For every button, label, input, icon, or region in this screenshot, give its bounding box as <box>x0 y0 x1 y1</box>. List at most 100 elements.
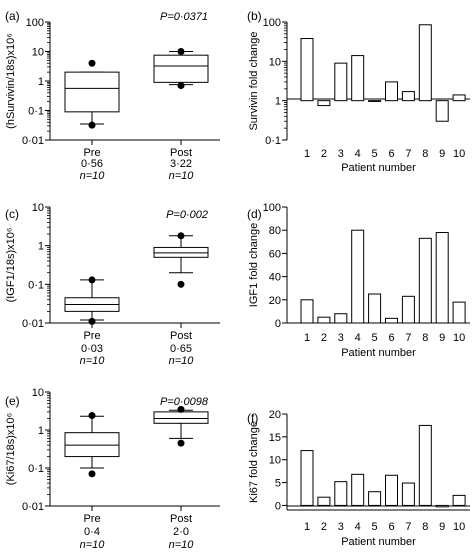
x-tick-label: 2 <box>321 332 327 344</box>
bar <box>418 424 432 506</box>
y-tick-label: 0·01 <box>22 318 44 330</box>
x-tick-label: 7 <box>405 332 411 344</box>
bar <box>401 295 415 324</box>
group-name: Post <box>170 147 192 159</box>
bar <box>317 100 331 107</box>
x-tick-label: 4 <box>355 332 361 344</box>
group-n: n=10 <box>80 539 106 551</box>
panel-label: (d) <box>247 207 262 221</box>
x-tick-label: 1 <box>304 521 310 533</box>
x-tick-label: 10 <box>453 148 465 160</box>
group-name: Pre <box>83 513 100 525</box>
bar <box>317 316 331 324</box>
group-name: Pre <box>83 147 100 159</box>
group-n: n=10 <box>80 170 106 182</box>
group-n: n=10 <box>169 539 195 551</box>
group-median: 0·65 <box>170 343 192 355</box>
y-tick-label: 10 <box>269 455 281 467</box>
box <box>153 411 209 424</box>
x-tick-label: 10 <box>453 332 465 344</box>
bar <box>418 24 432 102</box>
y-tick-label: 0 <box>275 500 281 512</box>
box <box>64 432 120 458</box>
y-tick-label: 60 <box>269 248 281 260</box>
group-median: 2·0 <box>173 526 189 538</box>
y-axis-title: Ki67 fold change <box>248 421 260 503</box>
bar <box>368 491 382 506</box>
y-tick-label: 0·1 <box>28 279 44 291</box>
group-n: n=10 <box>80 355 106 367</box>
bar <box>351 55 365 102</box>
x-tick-label: 2 <box>321 521 327 533</box>
p-value: P=0·0098 <box>160 396 209 408</box>
bar <box>368 293 382 324</box>
outlier-point <box>88 59 96 67</box>
x-tick-label: 4 <box>355 148 361 160</box>
outlier-point <box>177 280 185 288</box>
y-tick-label: 10 <box>269 56 281 68</box>
bar <box>334 313 348 324</box>
y-tick-label: 5 <box>275 478 281 490</box>
y-axis-title: (hSurvivin/18s)x10⁶ <box>5 33 17 129</box>
box <box>153 246 209 258</box>
outlier-point <box>88 470 96 478</box>
x-tick-label: 7 <box>405 148 411 160</box>
x-tick-label: 1 <box>304 332 310 344</box>
bar <box>435 504 449 508</box>
outlier-point <box>88 121 96 129</box>
x-tick-label: 8 <box>422 521 428 533</box>
panel-label: (c) <box>5 207 19 221</box>
outlier-point <box>177 232 185 240</box>
outlier-point <box>177 48 185 55</box>
outlier-point <box>88 276 96 284</box>
bar <box>300 38 314 102</box>
bar <box>334 481 348 506</box>
y-tick-label: 1 <box>275 96 281 108</box>
y-tick-label: 0·1 <box>28 463 44 475</box>
panel-label: (e) <box>5 394 20 408</box>
outlier-point <box>177 82 185 90</box>
bar <box>435 232 449 324</box>
x-tick-label: 6 <box>388 332 394 344</box>
y-axis-title: Survivin fold change <box>248 31 260 130</box>
x-axis-title: Patient number <box>341 536 416 548</box>
outlier-point <box>177 439 185 447</box>
x-tick-label: 4 <box>355 521 361 533</box>
y-tick-label: 100 <box>263 17 281 29</box>
y-tick-label: 0·1 <box>28 106 44 118</box>
outlier-point <box>88 412 96 420</box>
x-tick-label: 5 <box>372 332 378 344</box>
x-axis-title: Patient number <box>341 347 416 359</box>
x-tick-label: 3 <box>338 521 344 533</box>
x-tick-label: 9 <box>439 521 445 533</box>
bar <box>334 62 348 102</box>
box <box>153 54 209 83</box>
panel-label: (f) <box>247 411 258 425</box>
group-name: Post <box>170 513 192 525</box>
group-n: n=10 <box>169 170 195 182</box>
x-tick-label: 1 <box>304 148 310 160</box>
bar <box>452 494 466 506</box>
y-tick-label: 20 <box>269 409 281 421</box>
bar <box>317 496 331 506</box>
bar <box>351 473 365 506</box>
bar <box>435 100 449 122</box>
group-median: 3·22 <box>170 158 192 170</box>
outlier-point <box>177 405 185 413</box>
panel-label: (b) <box>247 9 262 23</box>
x-tick-label: 2 <box>321 148 327 160</box>
panel-label: (a) <box>5 9 20 23</box>
x-tick-label: 5 <box>372 148 378 160</box>
p-value: P=0·002 <box>166 209 208 221</box>
x-axis-title: Patient number <box>341 162 416 174</box>
bar <box>452 94 466 102</box>
bar <box>368 100 382 102</box>
x-tick-label: 7 <box>405 521 411 533</box>
group-name: Post <box>170 330 192 342</box>
bar <box>401 482 415 506</box>
p-value: P=0·0371 <box>160 11 208 23</box>
y-tick-label: 0 <box>275 318 281 330</box>
x-tick-label: 3 <box>338 148 344 160</box>
bar <box>385 81 398 102</box>
